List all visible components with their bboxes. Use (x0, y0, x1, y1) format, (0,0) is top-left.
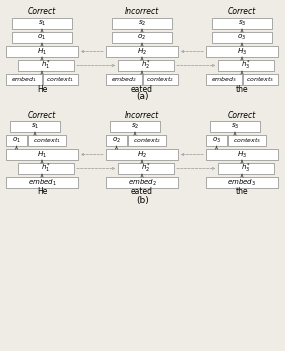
FancyBboxPatch shape (112, 18, 172, 29)
FancyBboxPatch shape (212, 32, 272, 43)
Text: He: He (37, 85, 47, 93)
Text: $o_1$: $o_1$ (37, 33, 46, 42)
Text: $h^*_3$: $h^*_3$ (241, 59, 251, 72)
Text: $context_1$: $context_1$ (46, 75, 74, 84)
Text: $embed_2$: $embed_2$ (127, 177, 156, 187)
Text: Correct: Correct (228, 7, 256, 16)
Text: Incorrect: Incorrect (125, 7, 159, 16)
Text: $o_3$: $o_3$ (237, 33, 247, 42)
Text: $H_2$: $H_2$ (137, 46, 147, 57)
FancyBboxPatch shape (28, 135, 66, 146)
FancyBboxPatch shape (228, 135, 266, 146)
Text: the: the (236, 85, 248, 93)
Text: $context_2$: $context_2$ (133, 136, 161, 145)
Text: $embed_3$: $embed_3$ (227, 177, 256, 187)
FancyBboxPatch shape (12, 18, 72, 29)
Text: the: the (236, 187, 248, 197)
Text: $embed_3$: $embed_3$ (211, 75, 237, 84)
FancyBboxPatch shape (212, 18, 272, 29)
Text: $H_1$: $H_1$ (37, 150, 47, 160)
Text: $context_1$: $context_1$ (33, 136, 61, 145)
FancyBboxPatch shape (18, 60, 74, 71)
FancyBboxPatch shape (243, 74, 278, 85)
Text: (a): (a) (136, 93, 149, 101)
FancyBboxPatch shape (106, 149, 178, 160)
Text: $H_3$: $H_3$ (237, 150, 247, 160)
FancyBboxPatch shape (18, 163, 74, 174)
FancyBboxPatch shape (206, 149, 278, 160)
Text: $H_1$: $H_1$ (37, 46, 47, 57)
FancyBboxPatch shape (118, 163, 174, 174)
FancyBboxPatch shape (206, 135, 227, 146)
FancyBboxPatch shape (6, 46, 78, 57)
Text: $s_1$: $s_1$ (38, 19, 46, 28)
FancyBboxPatch shape (12, 32, 72, 43)
Text: $s_2$: $s_2$ (131, 122, 139, 131)
Text: eated: eated (131, 85, 153, 93)
Text: $h^*_2$: $h^*_2$ (141, 162, 151, 175)
FancyBboxPatch shape (206, 74, 241, 85)
Text: $embed_1$: $embed_1$ (11, 75, 37, 84)
Text: $context_3$: $context_3$ (233, 136, 261, 145)
FancyBboxPatch shape (142, 74, 178, 85)
FancyBboxPatch shape (6, 149, 78, 160)
FancyBboxPatch shape (6, 177, 78, 188)
Text: $s_2$: $s_2$ (138, 19, 146, 28)
FancyBboxPatch shape (42, 74, 78, 85)
Text: $h^*_2$: $h^*_2$ (141, 59, 151, 72)
FancyBboxPatch shape (206, 46, 278, 57)
Text: $s_3$: $s_3$ (238, 19, 246, 28)
FancyBboxPatch shape (106, 135, 127, 146)
FancyBboxPatch shape (206, 177, 278, 188)
FancyBboxPatch shape (106, 74, 141, 85)
FancyBboxPatch shape (210, 121, 260, 132)
Text: $h^*_1$: $h^*_1$ (41, 59, 51, 72)
Text: Correct: Correct (228, 111, 256, 119)
Text: $o_2$: $o_2$ (112, 136, 121, 145)
FancyBboxPatch shape (10, 121, 60, 132)
FancyBboxPatch shape (218, 163, 274, 174)
Text: $h^*_1$: $h^*_1$ (41, 162, 51, 175)
Text: (b): (b) (136, 196, 149, 205)
Text: $o_1$: $o_1$ (12, 136, 21, 145)
Text: $context_3$: $context_3$ (246, 75, 274, 84)
FancyBboxPatch shape (106, 46, 178, 57)
Text: $s_1$: $s_1$ (31, 122, 39, 131)
Text: $embed_2$: $embed_2$ (111, 75, 137, 84)
Text: $o_3$: $o_3$ (212, 136, 221, 145)
Text: $H_2$: $H_2$ (137, 150, 147, 160)
Text: $embed_1$: $embed_1$ (28, 177, 56, 187)
Text: Correct: Correct (28, 7, 56, 16)
FancyBboxPatch shape (118, 60, 174, 71)
Text: eated: eated (131, 187, 153, 197)
FancyBboxPatch shape (128, 135, 166, 146)
Text: $o_2$: $o_2$ (137, 33, 146, 42)
FancyBboxPatch shape (110, 121, 160, 132)
Text: $H_3$: $H_3$ (237, 46, 247, 57)
Text: Incorrect: Incorrect (125, 111, 159, 119)
Text: $h^*_3$: $h^*_3$ (241, 162, 251, 175)
FancyBboxPatch shape (112, 32, 172, 43)
FancyBboxPatch shape (106, 177, 178, 188)
FancyBboxPatch shape (218, 60, 274, 71)
Text: Correct: Correct (28, 111, 56, 119)
FancyBboxPatch shape (6, 74, 42, 85)
FancyBboxPatch shape (6, 135, 27, 146)
Text: $s_3$: $s_3$ (231, 122, 239, 131)
Text: $context_2$: $context_2$ (146, 75, 174, 84)
Text: He: He (37, 187, 47, 197)
